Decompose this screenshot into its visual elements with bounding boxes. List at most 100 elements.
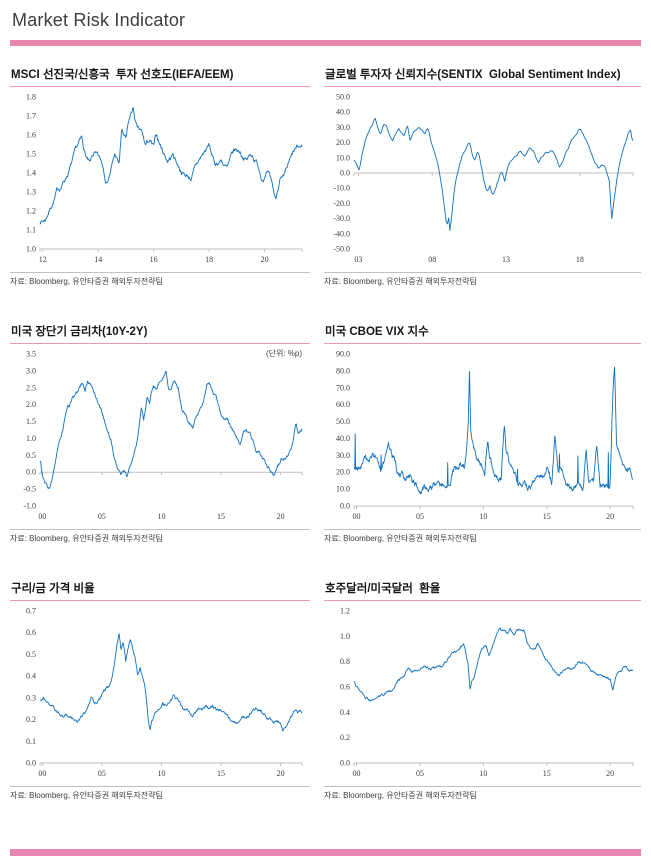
source-divider <box>324 529 641 530</box>
svg-text:12: 12 <box>39 255 47 264</box>
svg-text:20: 20 <box>277 512 285 521</box>
chart-title: MSCI 선진국/신흥국 투자 선호도(IEFA/EEM) <box>10 68 310 87</box>
line-chart-msci-ratio: 1.0 1.1 1.2 1.3 1.4 1.5 1.6 1.7 1.8 12 14 16 18 20 <box>26 93 303 264</box>
svg-text:0.8: 0.8 <box>340 657 350 666</box>
chart-card-sentix: 글로벌 투자자 신뢰지수(SENTIX Global Sentiment Ind… <box>324 68 641 287</box>
svg-text:0.0: 0.0 <box>340 502 350 511</box>
svg-text:30.0: 30.0 <box>336 451 350 460</box>
svg-text:0.7: 0.7 <box>26 607 36 616</box>
source-note: 자료: Bloomberg, 유안타증권 해외투자전략팀 <box>10 534 163 543</box>
svg-text:1.7: 1.7 <box>26 112 36 121</box>
svg-text:40.0: 40.0 <box>336 108 350 117</box>
svg-text:15: 15 <box>543 512 551 521</box>
svg-text:10: 10 <box>157 769 165 778</box>
svg-text:-40.0: -40.0 <box>333 229 350 238</box>
svg-text:10.0: 10.0 <box>336 153 350 162</box>
svg-text:0.0: 0.0 <box>340 759 350 768</box>
chart-title: 미국 CBOE VIX 지수 <box>324 325 641 344</box>
svg-text:0.3: 0.3 <box>26 693 36 702</box>
chart-grid: MSCI 선진국/신흥국 투자 선호도(IEFA/EEM) 1.0 1.1 1.2 1… <box>10 68 641 839</box>
svg-text:03: 03 <box>354 255 362 264</box>
source-note: 자료: Bloomberg, 유안타증권 해외투자전략팀 <box>10 277 163 286</box>
header-accent-bar <box>10 40 641 46</box>
svg-text:15: 15 <box>217 512 225 521</box>
chart-card-yield-spread: 미국 장단기 금리차(10Y-2Y) -1.0 -0.5 0.0 0.5 1.0 1.5 2… <box>10 325 310 544</box>
source-note: 자료: Bloomberg, 유안타증권 해외투자전략팀 <box>324 534 477 543</box>
svg-text:00: 00 <box>353 769 361 778</box>
svg-text:2.0: 2.0 <box>26 400 36 409</box>
svg-text:3.0: 3.0 <box>26 366 36 375</box>
svg-text:00: 00 <box>353 512 361 521</box>
svg-text:0.4: 0.4 <box>26 672 36 681</box>
chart-card-copper-gold: 구리/금 가격 비율 0.0 0.1 0.2 0.3 0.4 0.5 0.6 0.7 00 05 1… <box>10 582 310 801</box>
svg-text:20.0: 20.0 <box>336 138 350 147</box>
svg-text:20: 20 <box>277 769 285 778</box>
svg-text:05: 05 <box>416 769 424 778</box>
svg-text:40.0: 40.0 <box>336 434 350 443</box>
svg-text:90.0: 90.0 <box>336 350 350 359</box>
svg-text:70.0: 70.0 <box>336 383 350 392</box>
svg-text:0.2: 0.2 <box>340 733 350 742</box>
line-chart-sentix: -50.0 -40.0 -30.0 -20.0 -10.0 0.0 10.0 20.0 30.0… <box>333 93 634 264</box>
svg-text:10.0: 10.0 <box>336 485 350 494</box>
source-divider <box>10 272 310 273</box>
svg-text:10: 10 <box>479 512 487 521</box>
svg-text:0.6: 0.6 <box>340 683 350 692</box>
svg-text:-20.0: -20.0 <box>333 199 350 208</box>
svg-text:0.0: 0.0 <box>26 759 36 768</box>
svg-text:05: 05 <box>98 769 106 778</box>
svg-text:30.0: 30.0 <box>336 123 350 132</box>
source-divider <box>324 272 641 273</box>
svg-text:50.0: 50.0 <box>336 93 350 102</box>
svg-text:05: 05 <box>416 512 424 521</box>
svg-text:50.0: 50.0 <box>336 417 350 426</box>
svg-text:1.0: 1.0 <box>26 434 36 443</box>
svg-text:20: 20 <box>606 512 614 521</box>
line-chart-copper-gold: 0.0 0.1 0.2 0.3 0.4 0.5 0.6 0.7 00 05 10 15 20 <box>26 607 303 778</box>
svg-text:60.0: 60.0 <box>336 400 350 409</box>
svg-text:0.0: 0.0 <box>26 468 36 477</box>
line-chart-vix: 0.0 10.0 20.0 30.0 40.0 50.0 60.0 70.0 80.0 90.0 0… <box>336 350 634 521</box>
source-note: 자료: Bloomberg, 유안타증권 해외투자전략팀 <box>324 791 477 800</box>
svg-text:0.5: 0.5 <box>26 451 36 460</box>
svg-text:0.1: 0.1 <box>26 737 36 746</box>
svg-text:0.0: 0.0 <box>340 169 350 178</box>
footer-accent-bar <box>10 849 641 856</box>
svg-text:00: 00 <box>38 512 46 521</box>
svg-text:-1.0: -1.0 <box>23 502 36 511</box>
source-note: 자료: Bloomberg, 유안타증권 해외투자전략팀 <box>324 277 477 286</box>
source-note: 자료: Bloomberg, 유안타증권 해외투자전략팀 <box>10 791 163 800</box>
svg-text:20.0: 20.0 <box>336 468 350 477</box>
chart-card-vix: 미국 CBOE VIX 지수 0.0 10.0 20.0 30.0 40.0 50.0 60… <box>324 325 641 544</box>
chart-title: 미국 장단기 금리차(10Y-2Y) <box>10 325 310 344</box>
svg-text:00: 00 <box>38 769 46 778</box>
svg-text:18: 18 <box>576 255 584 264</box>
svg-text:10: 10 <box>479 769 487 778</box>
svg-text:08: 08 <box>428 255 436 264</box>
source-divider <box>10 529 310 530</box>
svg-text:05: 05 <box>98 512 106 521</box>
svg-text:0.4: 0.4 <box>340 708 350 717</box>
svg-text:3.5: 3.5 <box>26 350 36 359</box>
line-chart-audusd: 0.0 0.2 0.4 0.6 0.8 1.0 1.2 00 05 10 15 20 <box>340 607 634 778</box>
chart-title: 호주달러/미국달러 환율 <box>324 582 641 601</box>
svg-text:1.0: 1.0 <box>340 632 350 641</box>
svg-text:80.0: 80.0 <box>336 366 350 375</box>
svg-text:10: 10 <box>157 512 165 521</box>
page-title: Market Risk Indicator <box>12 10 186 30</box>
svg-text:-10.0: -10.0 <box>333 184 350 193</box>
svg-text:15: 15 <box>217 769 225 778</box>
chart-title: 글로벌 투자자 신뢰지수(SENTIX Global Sentiment Ind… <box>324 68 641 87</box>
svg-text:0.5: 0.5 <box>26 650 36 659</box>
svg-text:-30.0: -30.0 <box>333 214 350 223</box>
svg-text:-0.5: -0.5 <box>23 485 36 494</box>
svg-text:1.5: 1.5 <box>26 150 36 159</box>
svg-text:20: 20 <box>606 769 614 778</box>
svg-text:1.4: 1.4 <box>26 169 36 178</box>
line-chart-yield-spread: -1.0 -0.5 0.0 0.5 1.0 1.5 2.0 2.5 3.0 3.5 00 05 10 15… <box>23 348 303 521</box>
svg-text:1.2: 1.2 <box>340 607 350 616</box>
svg-text:15: 15 <box>543 769 551 778</box>
svg-text:-50.0: -50.0 <box>333 245 350 254</box>
svg-text:2.5: 2.5 <box>26 383 36 392</box>
